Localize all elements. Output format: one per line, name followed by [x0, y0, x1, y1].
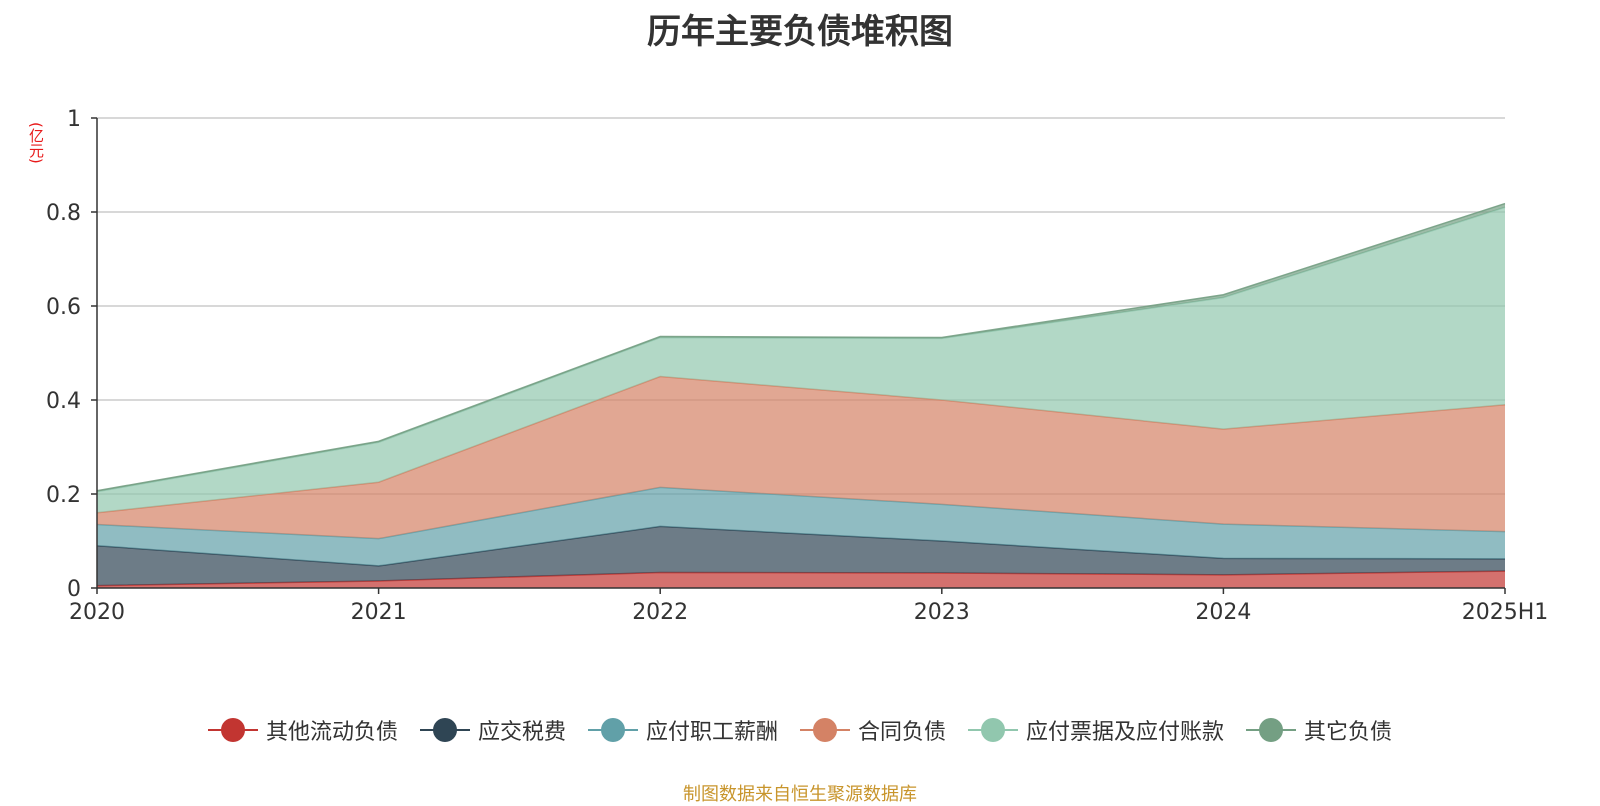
x-tick-label: 2021: [351, 600, 407, 625]
legend-item-0[interactable]: 其他流动负债: [207, 714, 398, 746]
legend-item-3[interactable]: 合同负债: [800, 714, 946, 746]
legend-item-2[interactable]: 应付职工薪酬: [587, 714, 778, 746]
area-series-3: [97, 376, 1505, 539]
area-series-2: [97, 487, 1505, 566]
x-tick-label: 2022: [632, 600, 688, 625]
legend-label: 其他流动负债: [265, 720, 398, 745]
area-series: [96, 202, 1506, 588]
legend-marker-icon: [968, 718, 1019, 742]
legend-label: 应交税费: [477, 720, 566, 745]
tick-labels: 0 0.2 0.4 0.6 0.8 1 2020 2021 2022 2023 2024 2025H1: [46, 107, 1548, 625]
x-tick-label: 2020: [69, 600, 125, 625]
x-tick-label: 2024: [1195, 600, 1251, 625]
source-note: 制图数据来自恒生聚源数据库: [683, 784, 917, 805]
area-series-0: [97, 571, 1505, 588]
legend-item-4[interactable]: 应付票据及应付账款: [968, 714, 1224, 746]
legend-marker-icon: [419, 718, 470, 742]
legend-label: 应付票据及应付账款: [1026, 720, 1225, 745]
y-tick-label: 1: [67, 107, 81, 132]
chart-title: 历年主要负债堆积图: [647, 12, 953, 52]
y-tick-label: 0.4: [46, 389, 81, 414]
area-series-1: [97, 526, 1505, 586]
legend-label: 合同负债: [858, 720, 947, 745]
stacked-area-chart: 0 0.2 0.4 0.6 0.8 1 2020 2021 2022 2023 2024 2025H1: [46, 107, 1548, 625]
y-tick-label: 0: [67, 577, 81, 602]
legend-marker-icon: [587, 718, 638, 742]
y-tick-label: 0.2: [46, 483, 81, 508]
legend-label: 应付职工薪酬: [645, 720, 778, 745]
legend-item-1[interactable]: 应交税费: [419, 714, 566, 746]
x-tick-label: 2025H1: [1462, 600, 1549, 625]
area-series-4: [97, 207, 1505, 513]
x-tick-label: 2023: [914, 600, 970, 625]
legend-marker-icon: [800, 718, 850, 742]
legend-marker-icon: [1246, 718, 1297, 742]
legend: 其他流动负债 应交税费 应付职工薪酬 合同负债 应付票据及应付账款 其它负债: [0, 714, 1600, 746]
legend-marker-icon: [207, 718, 258, 742]
axes: [91, 117, 1506, 594]
series-line-5: [96, 202, 1506, 492]
legend-item-5[interactable]: 其它负债: [1246, 714, 1392, 746]
y-axis-unit-label: (亿元): [27, 122, 45, 164]
y-tick-label: 0.6: [46, 295, 81, 320]
y-tick-label: 0.8: [46, 201, 81, 226]
legend-label: 其它负债: [1304, 720, 1393, 745]
